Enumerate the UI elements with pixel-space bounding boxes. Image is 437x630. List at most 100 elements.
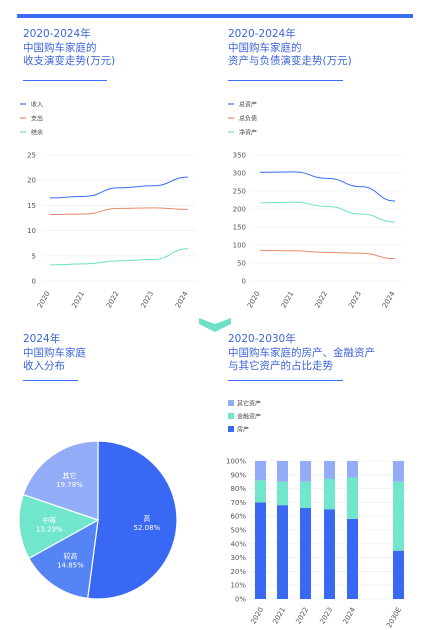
asset-share-x-tick-label: 2020 [249,606,265,625]
asset-share-title-underline [228,380,343,381]
assets-debt-y-tick-label: 0 [242,278,246,286]
assets-debt-y-tick-label: 200 [233,206,246,214]
assets-debt-title: 2020-2024年 中国购车家庭的 资产与负债演变走势(万元) [228,28,352,67]
asset-share-legend-label-0: 房产 [237,426,249,434]
pie-slice-value-1: 14.85% [57,562,84,570]
income-expense-y-tick-label: 25 [27,152,36,160]
pie-slice-value-3: 19.78% [56,481,83,489]
assets-debt-x-tick-label: 2022 [313,290,329,309]
asset-share-x-tick-label: 2023 [318,606,334,625]
asset-share-y-tick-label: 50% [230,527,246,535]
income-expense-y-tick-label: 20 [27,177,36,185]
asset-share-bar-2030E-2 [393,461,404,482]
income-expense-y-tick-label: 15 [27,202,36,210]
asset-share-title: 2020-2030年 中国购车家庭的房产、金融资产 与其它资产的占比走势 [228,333,375,372]
pie-slice-name-2: 中等 [42,515,56,524]
income-expense-legend-label-0: 收入 [31,101,43,109]
income-expense-legend-label-1: 支出 [31,115,43,123]
asset-share-y-tick-label: 100% [226,458,246,466]
income-distribution-title-underline [23,380,78,381]
income-expense-x-tick-label: 2021 [70,290,86,309]
assets-debt-x-tick-label: 2024 [381,290,397,310]
asset-share-y-tick-label: 40% [230,540,246,548]
assets-debt-x-tick-label: 2021 [280,290,296,309]
income-expense-series-line-1 [49,207,189,215]
asset-share-y-tick-label: 70% [230,499,246,507]
pie-slice-value-0: 52.08% [134,524,161,532]
asset-share-bar-2030E-1 [393,481,404,551]
assets-debt-y-tick-label: 50 [237,260,246,268]
asset-share-legend-marker-2 [228,400,234,406]
assets-debt-y-tick-label: 150 [233,224,246,232]
pie-slice-1 [28,518,99,599]
asset-share-x-tick-label: 2022 [294,606,310,625]
asset-share-legend-label-2: 其它资产 [237,400,261,408]
pie-slice-value-2: 13.29% [36,525,63,533]
pie-slice-0 [87,440,178,600]
asset-share-y-tick-label: 20% [230,568,246,576]
asset-share-bar-2021-2 [277,461,288,482]
asset-share-bar-2022-0 [300,507,311,599]
asset-share-legend-marker-1 [228,413,234,419]
assets-debt-title-underline [228,80,343,81]
asset-share-y-tick-label: 10% [230,582,246,590]
assets-debt-y-tick-label: 250 [233,188,246,196]
chevron-down-icon [199,318,231,332]
assets-debt-x-tick-label: 2020 [246,290,262,309]
asset-share-x-tick-label: 2021 [271,606,287,625]
asset-share-bar-2020-2 [255,461,266,481]
income-expense-x-tick-label: 2020 [36,290,52,309]
income-expense-series-line-0 [49,176,189,199]
assets-debt-y-tick-label: 100 [233,242,246,250]
asset-share-bar-2022-2 [300,461,311,482]
pie-slice-3 [22,440,99,521]
pie-slice-name-1: 较高 [63,552,77,561]
assets-debt-x-tick-label: 2023 [347,290,363,309]
assets-debt-legend-label-2: 净资产 [239,129,257,137]
assets-debt-series-line-1 [259,249,396,260]
asset-share-bar-2030E-0 [393,550,404,599]
income-expense-x-tick-label: 2022 [105,290,121,309]
assets-debt-legend-label-0: 总资产 [239,101,257,109]
assets-debt-series-line-2 [259,201,396,223]
asset-share-x-tick-label: 2030E [385,606,403,629]
income-expense-title: 2020-2024年 中国购车家庭的 收支演变走势(万元) [23,28,116,67]
income-expense-title-underline [23,80,107,81]
asset-share-bar-2021-0 [277,505,288,599]
assets-debt-y-tick-label: 350 [233,152,246,160]
income-expense-x-tick-label: 2024 [174,290,190,310]
asset-share-bar-2022-1 [300,481,311,508]
income-expense-legend-label-2: 结余 [31,129,43,137]
asset-share-bar-2020-1 [255,480,266,503]
asset-share-x-tick-label: 2024 [341,606,357,626]
income-expense-y-tick-label: 0 [32,278,36,286]
asset-share-y-tick-label: 60% [230,513,246,521]
pie-slice-name-3: 其它 [62,471,76,480]
pie-slice-2 [18,493,100,560]
asset-share-y-tick-label: 80% [230,485,246,493]
income-expense-y-tick-label: 10 [27,227,36,235]
asset-share-bar-2020-0 [255,502,266,599]
asset-share-bar-2024-0 [347,518,358,599]
asset-share-y-tick-label: 90% [230,471,246,479]
income-expense-y-tick-label: 5 [32,252,36,260]
asset-share-legend-marker-0 [228,426,234,432]
asset-share-legend-label-1: 金融资产 [237,413,261,421]
asset-share-bar-2023-1 [324,478,335,510]
asset-share-bar-2024-1 [347,477,358,519]
assets-debt-legend-label-1: 总负债 [239,115,257,123]
asset-share-y-tick-label: 0% [235,596,246,604]
top-accent-bar [17,14,413,18]
assets-debt-y-tick-label: 300 [233,170,246,178]
income-expense-series-line-2 [49,248,189,266]
assets-debt-series-line-0 [259,171,396,202]
pie-slice-name-0: 高 [143,514,150,523]
asset-share-y-tick-label: 30% [230,554,246,562]
income-expense-x-tick-label: 2023 [139,290,155,309]
asset-share-bar-2024-2 [347,461,358,478]
asset-share-bar-2021-1 [277,481,288,506]
